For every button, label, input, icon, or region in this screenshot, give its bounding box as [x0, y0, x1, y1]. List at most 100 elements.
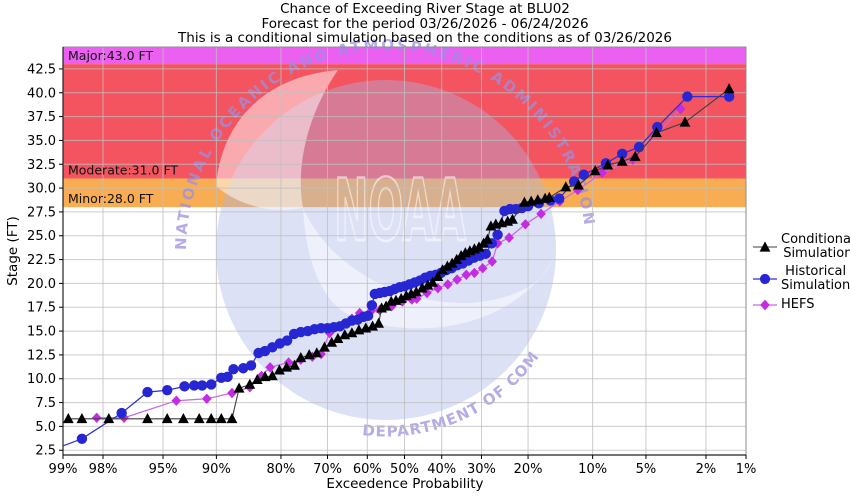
chart-titles: Chance of Exceeding River Stage at BLU02… — [0, 2, 850, 46]
y-tick-label: 20.0 — [27, 277, 56, 292]
data-point — [311, 347, 323, 358]
legend-label-historical-simulation: Historical Simulation — [781, 264, 850, 293]
data-point — [274, 364, 285, 375]
series-conditional-simulation — [63, 83, 735, 424]
x-axis-label: Exceedence Probability — [326, 476, 484, 492]
data-point — [206, 379, 217, 390]
legend-item-historical-simulation: Historical Simulation — [752, 265, 850, 292]
data-point — [283, 357, 294, 368]
diamond-marker-icon — [753, 299, 777, 311]
data-point — [202, 393, 212, 404]
chart-title: Chance of Exceeding River Stage at BLU02 — [280, 1, 570, 17]
y-tick-label: 10.0 — [27, 372, 56, 387]
data-point — [443, 279, 453, 290]
data-point — [63, 413, 74, 424]
data-point — [179, 381, 190, 392]
y-tick-label: 25.0 — [27, 229, 56, 244]
data-point — [543, 191, 555, 202]
legend-item-hefs: HEFS — [752, 297, 850, 313]
data-point — [482, 233, 493, 244]
data-point — [560, 181, 572, 192]
x-tick-label: 60% — [353, 462, 382, 477]
data-point — [193, 413, 205, 424]
data-point — [492, 238, 503, 249]
data-point — [103, 413, 115, 424]
chart-subtitle: Forecast for the period 03/26/2026 - 06/… — [261, 15, 589, 32]
x-tick-label: 98% — [89, 462, 118, 477]
data-point — [295, 352, 307, 363]
data-point — [326, 336, 338, 347]
y-tick-label: 17.5 — [27, 301, 56, 316]
data-point — [142, 413, 153, 424]
data-point — [367, 320, 378, 331]
y-tick-label: 37.5 — [27, 110, 56, 125]
flood-band-labels: Major:43.0 FT Moderate:31.0 FT Minor:28.0 … — [68, 48, 178, 206]
y-tick-label: 42.5 — [27, 62, 56, 77]
data-point — [682, 91, 693, 102]
y-tick-label: 30.0 — [27, 182, 56, 197]
data-point — [171, 395, 182, 406]
y-tick-label: 35.0 — [27, 134, 56, 149]
data-point — [679, 116, 691, 127]
data-point — [281, 335, 293, 346]
data-point — [455, 250, 467, 261]
data-point — [91, 412, 102, 423]
data-point — [437, 264, 448, 275]
data-point — [366, 300, 378, 311]
data-point — [629, 150, 641, 161]
data-point — [477, 263, 488, 274]
noaa-watermark-text: NOAA — [334, 161, 466, 261]
legend-item-conditional-simulation: Conditional Simulation — [752, 233, 850, 260]
y-tick-label: 40.0 — [27, 86, 56, 101]
y-tick-label: 27.5 — [27, 205, 56, 220]
data-point — [461, 269, 472, 280]
data-point — [395, 292, 407, 303]
x-ticks: 99% 98% 95% 90% 80% 70% 60% 50% 40% 30% 20% 10% 5% 2%… — [49, 455, 756, 477]
data-point — [142, 386, 153, 398]
data-point — [432, 270, 444, 281]
x-tick-label: 2% — [696, 462, 717, 477]
data-point — [266, 370, 278, 381]
data-point — [281, 361, 292, 372]
data-point — [362, 310, 374, 322]
data-point — [116, 407, 127, 419]
data-point — [226, 413, 238, 424]
x-tick-label: 70% — [313, 462, 342, 477]
data-point — [442, 260, 453, 271]
data-point — [616, 155, 628, 166]
data-point — [652, 121, 663, 133]
x-tick-label: 80% — [266, 462, 295, 477]
data-point — [205, 413, 217, 424]
legend-marker-hefs — [760, 299, 770, 311]
data-point — [161, 413, 173, 424]
series-layer — [63, 83, 735, 447]
x-tick-label: 99% — [49, 462, 78, 477]
data-point — [416, 282, 428, 293]
data-point — [507, 213, 518, 224]
data-point — [573, 179, 584, 190]
data-point — [227, 387, 237, 399]
chart-subtitle2: This is a conditional simulation based o… — [178, 30, 672, 47]
data-point — [251, 373, 263, 384]
data-point — [589, 165, 601, 176]
y-tick-label: 15.0 — [27, 325, 56, 340]
data-point — [265, 362, 275, 373]
y-tick-label: 12.5 — [27, 348, 56, 363]
x-tick-label: 20% — [514, 462, 543, 477]
data-point — [178, 413, 189, 424]
x-tick-label: 40% — [427, 462, 456, 477]
data-point — [487, 256, 497, 267]
x-tick-label: 10% — [578, 462, 607, 477]
x-tick-label: 5% — [636, 462, 657, 477]
x-tick-label: 50% — [390, 462, 419, 477]
y-axis-label: Stage (FT) — [5, 216, 21, 286]
data-point — [602, 159, 614, 170]
data-point — [289, 359, 300, 370]
data-point — [651, 127, 662, 138]
data-point — [228, 364, 239, 375]
data-point — [469, 267, 480, 279]
data-point — [553, 193, 565, 204]
data-point — [410, 286, 422, 297]
